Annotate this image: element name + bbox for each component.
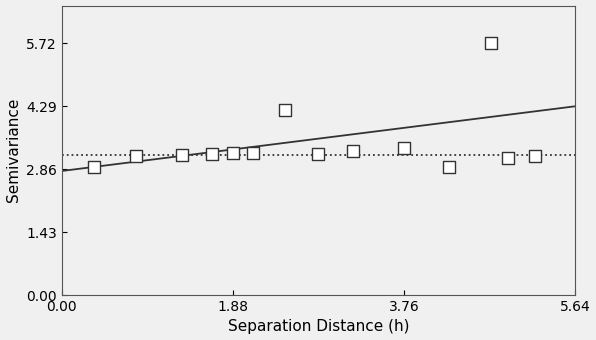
Point — [89, 165, 98, 170]
Point — [444, 165, 454, 170]
Point — [228, 151, 238, 156]
Point — [348, 148, 358, 153]
X-axis label: Separation Distance (h): Separation Distance (h) — [228, 320, 409, 335]
Point — [280, 107, 290, 113]
Point — [177, 152, 187, 158]
Point — [530, 154, 540, 159]
Point — [399, 145, 409, 150]
Point — [313, 152, 323, 157]
Point — [486, 41, 496, 46]
Point — [207, 152, 217, 157]
Point — [132, 154, 141, 159]
Point — [248, 151, 257, 156]
Y-axis label: Semivariance: Semivariance — [5, 98, 20, 203]
Point — [503, 155, 513, 160]
